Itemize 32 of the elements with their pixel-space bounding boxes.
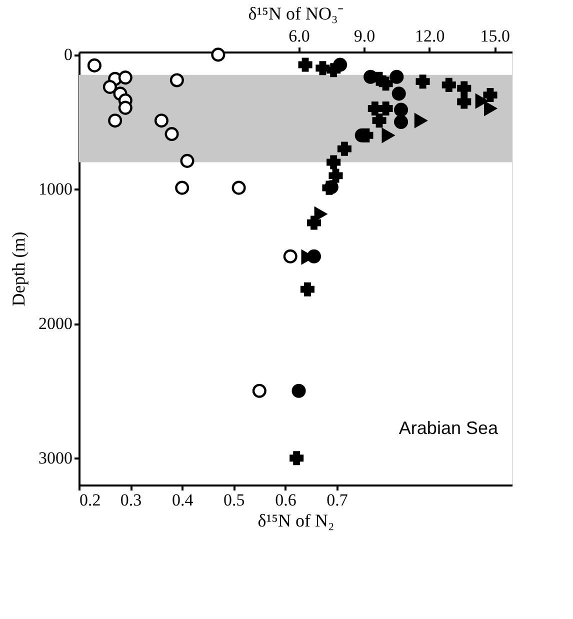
- point: [164, 127, 179, 142]
- point: [154, 114, 168, 128]
- point: [118, 70, 132, 85]
- point: [108, 114, 122, 128]
- point: [180, 154, 194, 168]
- x2-tick-label: 6.0: [288, 26, 310, 46]
- x-tick-label: 0.6: [275, 490, 296, 510]
- annotation: Arabian Sea: [398, 418, 499, 438]
- x-tick-label: 0.5: [224, 490, 245, 510]
- point: [102, 80, 117, 94]
- y-tick-label: 1000: [38, 180, 72, 199]
- x-tick-label: 0.7: [326, 490, 348, 510]
- x2-axis-title: δ¹⁵N of NO₃⁻: [248, 4, 344, 24]
- y-tick-label: 0: [64, 45, 72, 64]
- y-tick-label: 2000: [38, 314, 72, 334]
- point: [175, 180, 190, 195]
- y-axis-title: Depth (m): [8, 232, 28, 306]
- point: [118, 100, 132, 115]
- x-tick-label: 0.2: [80, 490, 101, 510]
- x2-tick-label: 9.0: [354, 26, 376, 46]
- x2-tick-label: 15.0: [480, 26, 510, 46]
- x-tick-label: 0.4: [172, 490, 194, 510]
- x-tick-label: 0.3: [120, 490, 142, 510]
- point: [211, 48, 226, 62]
- point: [283, 249, 298, 264]
- point: [232, 180, 246, 195]
- x-axis-title: δ¹⁵N of N₂: [258, 510, 334, 530]
- point: [87, 58, 102, 72]
- point: [170, 73, 184, 88]
- point: [252, 384, 266, 398]
- x2-tick-label: 12.0: [414, 26, 445, 46]
- y-tick-label: 3000: [38, 448, 72, 468]
